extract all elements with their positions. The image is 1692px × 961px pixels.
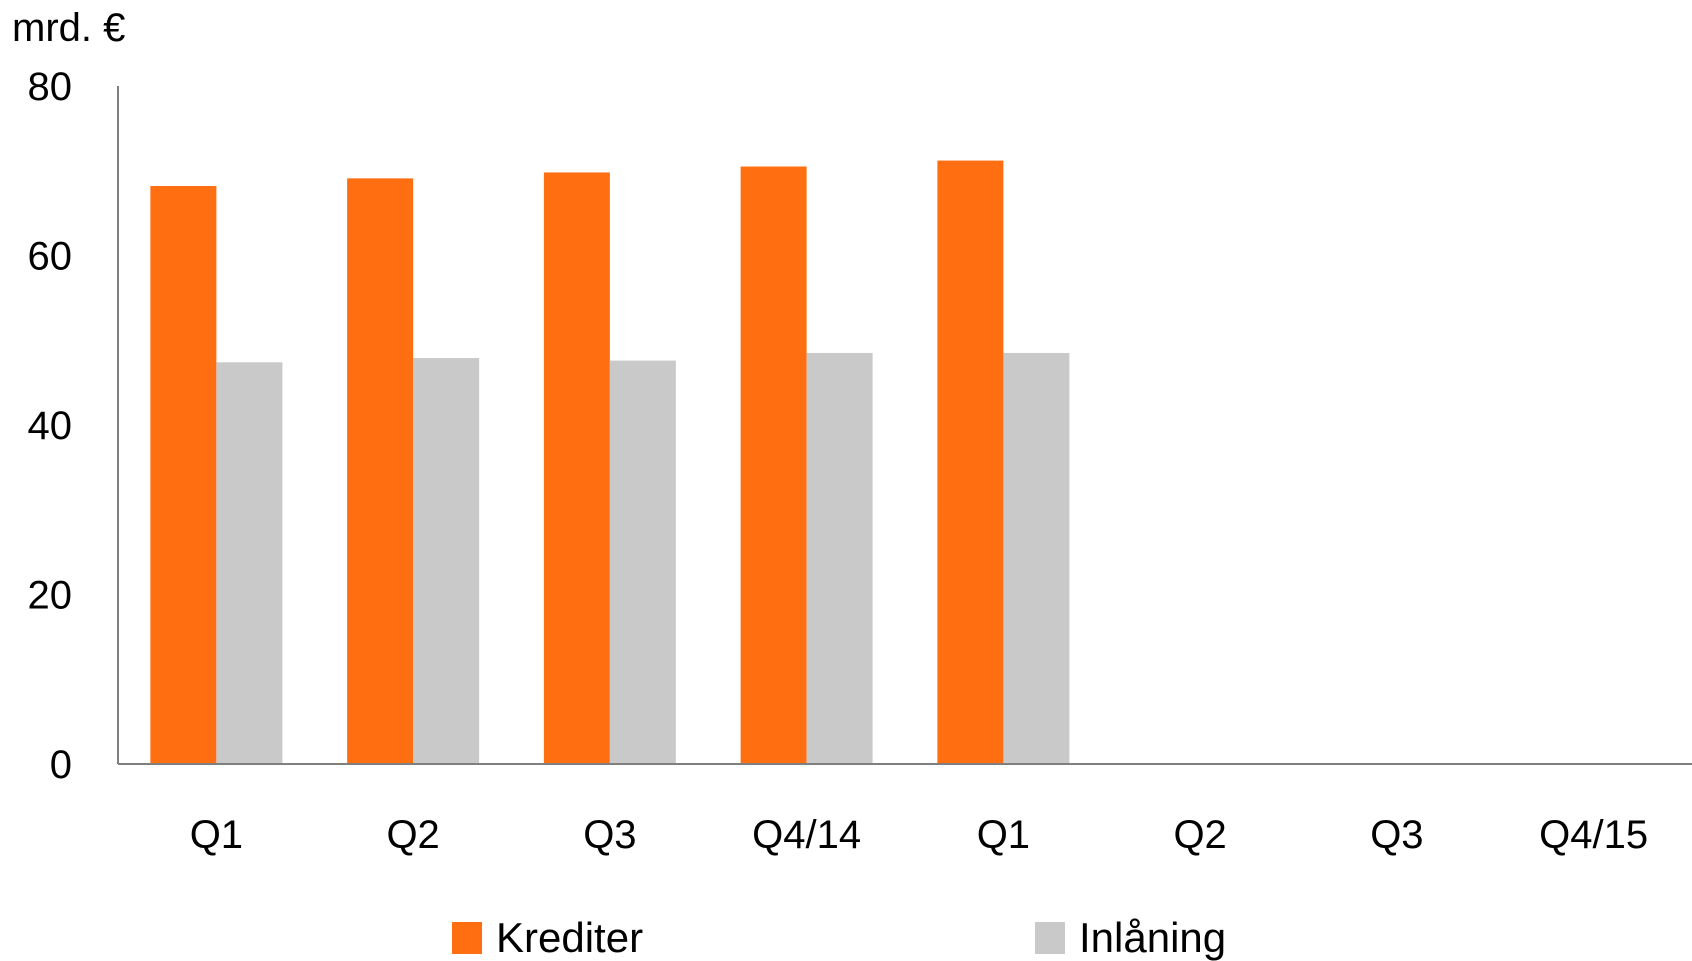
legend-label: Inlåning [1079, 914, 1226, 961]
y-tick-label: 80 [28, 65, 73, 109]
x-category-label: Q2 [386, 813, 439, 857]
x-category-label: Q4/15 [1539, 813, 1648, 857]
y-tick-label: 20 [28, 574, 73, 618]
bar-krediter [150, 186, 217, 764]
bar-krediter [937, 160, 1004, 764]
y-tick-label: 60 [28, 235, 73, 279]
legend: Krediter Inlåning [452, 914, 1226, 961]
y-axis-ticks: 0 20 40 60 80 [28, 65, 73, 787]
bar-inlaning [609, 360, 676, 764]
x-category-label: Q3 [583, 813, 636, 857]
bars [150, 160, 1070, 764]
legend-swatch [452, 922, 482, 954]
axes [117, 86, 1692, 765]
bar-krediter [347, 178, 414, 764]
x-category-label: Q2 [1173, 813, 1226, 857]
y-tick-label: 40 [28, 404, 73, 448]
y-axis-unit-label: mrd. € [12, 6, 125, 50]
x-category-label: Q1 [190, 813, 243, 857]
bar-inlaning [1003, 352, 1070, 764]
x-category-label: Q3 [1370, 813, 1423, 857]
bar-inlaning [806, 352, 873, 764]
bar-krediter [740, 166, 807, 764]
x-axis-labels: Q1 Q2 Q3 Q4/14 Q1 Q2 Q3 Q4/15 [190, 813, 1648, 857]
bar-inlaning [413, 358, 480, 764]
bar-krediter [543, 172, 610, 764]
x-category-label: Q1 [977, 813, 1030, 857]
x-category-label: Q4/14 [752, 813, 861, 857]
legend-swatch [1035, 922, 1065, 954]
bar-inlaning [216, 362, 283, 764]
legend-label: Krediter [496, 914, 643, 961]
y-tick-label: 0 [50, 743, 72, 787]
